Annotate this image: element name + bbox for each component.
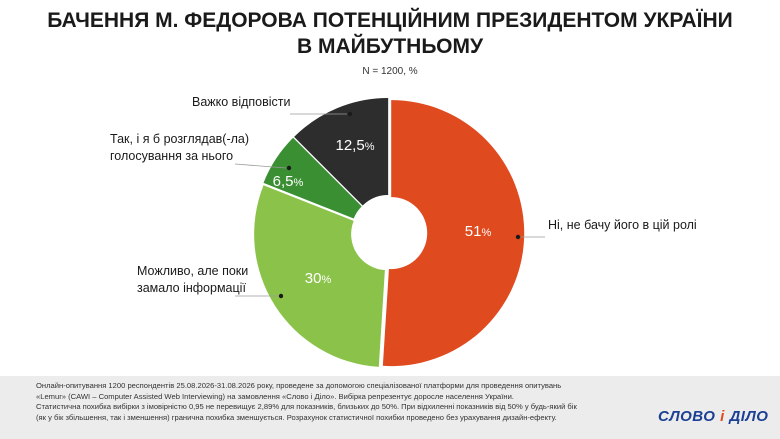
brand-logo: СЛОВО і ДІЛО bbox=[658, 408, 768, 425]
methodology-line: «Lemur» (CAWI – Computer Assisted Web In… bbox=[36, 391, 514, 401]
leader-dot bbox=[286, 165, 292, 171]
chart-title-line-2: В МАЙБУТНЬОМУ bbox=[296, 35, 484, 58]
category-label: Важко відповісти bbox=[192, 95, 291, 109]
data-label: 51% bbox=[465, 223, 492, 240]
data-label: 30% bbox=[305, 270, 332, 287]
chart-title: БАЧЕННЯ М. ФЕДОРОВА ПОТЕНЦІЙНИМ ПРЕЗИДЕН… bbox=[0, 8, 780, 60]
donut-slice bbox=[254, 185, 385, 367]
leader-dot bbox=[515, 234, 521, 240]
chart-title-line-1: БАЧЕННЯ М. ФЕДОРОВА ПОТЕНЦІЙНИМ ПРЕЗИДЕН… bbox=[47, 9, 733, 32]
methodology-note: Онлайн-опитування 1200 респондентів 25.0… bbox=[36, 381, 636, 423]
logo-word-1: СЛОВО bbox=[658, 408, 716, 425]
sample-size-note: N = 1200, % bbox=[362, 66, 418, 77]
footer-panel: Онлайн-опитування 1200 респондентів 25.0… bbox=[0, 376, 780, 439]
methodology-line: Онлайн-опитування 1200 респондентів 25.0… bbox=[36, 381, 562, 390]
leader-dot bbox=[278, 293, 284, 299]
category-label: замало інформації bbox=[137, 281, 246, 295]
methodology-line: (як у бік збільшення, так і зменшення) г… bbox=[36, 412, 557, 422]
logo-word-3: ДІЛО bbox=[729, 408, 769, 425]
category-label: голосування за нього bbox=[110, 149, 233, 163]
donut-chart: 51% Ні, не бачу його в цій ролі 30% Можливо… bbox=[110, 95, 697, 367]
donut-slice bbox=[382, 100, 525, 367]
category-label: Так, і я б розглядав(-ла) bbox=[110, 132, 249, 146]
data-label: 6,5% bbox=[273, 173, 304, 190]
category-label: Ні, не бачу його в цій ролі bbox=[548, 218, 697, 232]
leader-line bbox=[234, 163, 287, 169]
data-label: 12,5% bbox=[336, 137, 375, 154]
leader-dot bbox=[347, 111, 353, 117]
methodology-line: Статистична похибка вибірки з імовірніст… bbox=[36, 402, 577, 412]
donut-slice bbox=[263, 137, 362, 219]
category-label: Можливо, але поки bbox=[137, 264, 248, 278]
logo-word-2: і bbox=[720, 408, 725, 425]
donut-slice bbox=[294, 97, 389, 206]
